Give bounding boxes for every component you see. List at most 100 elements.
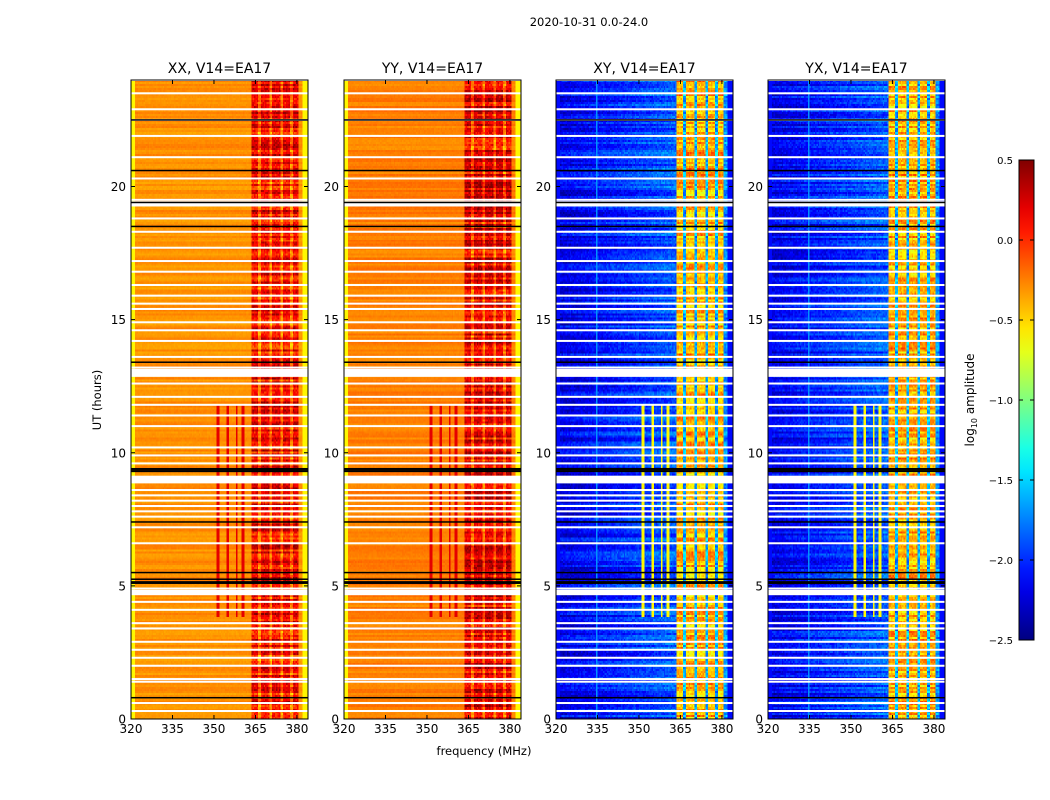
x-tick-label: 380 xyxy=(285,722,308,736)
colorbar-tick-label: 0.5 xyxy=(997,156,1013,167)
gap-row xyxy=(131,177,308,180)
flagged-row xyxy=(556,521,733,523)
flagged-row xyxy=(131,467,308,470)
gap-row xyxy=(131,664,308,667)
flagged-row xyxy=(556,582,733,584)
gap-row xyxy=(131,526,308,529)
gap-row xyxy=(768,246,945,249)
gap-row xyxy=(556,177,733,180)
x-tick-label: 335 xyxy=(161,722,184,736)
gap-row xyxy=(131,702,308,705)
gap-row xyxy=(556,246,733,249)
gap-row xyxy=(556,640,733,643)
flagged-row xyxy=(131,201,308,204)
flagged-row xyxy=(131,169,308,172)
gap-row xyxy=(768,217,945,220)
gap-row xyxy=(131,307,308,310)
gap-row xyxy=(131,608,308,611)
flagged-row xyxy=(344,696,521,699)
axes-frame xyxy=(130,79,309,720)
flagged-row xyxy=(131,119,308,121)
gap-row xyxy=(344,499,521,502)
gap-row xyxy=(344,270,521,273)
flagged-row xyxy=(768,696,945,699)
gap-row xyxy=(344,339,521,342)
gap-row xyxy=(131,680,308,683)
gap-row xyxy=(768,302,945,305)
gap-row xyxy=(768,177,945,180)
gap-row xyxy=(131,270,308,273)
gap-row xyxy=(556,664,733,667)
flagged-row xyxy=(556,361,733,363)
gap-block xyxy=(344,476,521,484)
gap-row xyxy=(344,608,521,611)
flagged-row xyxy=(768,361,945,363)
x-tick-label: 350 xyxy=(203,722,226,736)
panel-xy: XY, V14=EA17 320 335 350 365 380 0 5 10 15 20 xyxy=(536,61,734,736)
x-tick-label: 320 xyxy=(333,722,356,736)
flagged-row xyxy=(556,470,733,473)
gap-row xyxy=(768,294,945,297)
gap-row xyxy=(768,108,945,111)
gap-row xyxy=(768,307,945,310)
gap-row xyxy=(344,92,521,95)
gap-block xyxy=(344,589,521,596)
gap-row xyxy=(556,260,733,263)
flagged-row xyxy=(556,201,733,204)
gap-row xyxy=(344,680,521,683)
flagged-row xyxy=(768,169,945,172)
y-tick-label: 5 xyxy=(543,579,551,593)
y-tick-label: 0 xyxy=(331,713,339,727)
gap-row xyxy=(344,302,521,305)
gap-row xyxy=(768,395,945,398)
heatmap-image xyxy=(131,80,308,719)
gap-row xyxy=(556,542,733,545)
flagged-row xyxy=(131,696,308,699)
gap-row xyxy=(556,510,733,513)
gap-row xyxy=(131,284,308,287)
panel-title: XX, V14=EA17 xyxy=(168,61,271,77)
gap-row xyxy=(344,366,521,369)
x-tick-label: 335 xyxy=(586,722,609,736)
gap-row xyxy=(344,510,521,513)
gap-row xyxy=(556,656,733,659)
gap-row xyxy=(768,587,945,590)
gap-row xyxy=(556,92,733,95)
x-tick-label: 380 xyxy=(922,722,945,736)
flagged-row xyxy=(768,467,945,470)
gap-row xyxy=(556,302,733,305)
x-tick-label: 335 xyxy=(374,722,397,736)
gap-row xyxy=(131,355,308,358)
gap-row xyxy=(131,710,308,713)
gap-block xyxy=(131,368,308,377)
x-tick-label: 365 xyxy=(244,722,267,736)
y-tick-label: 10 xyxy=(748,446,763,460)
flagged-row xyxy=(131,581,308,583)
gap-row xyxy=(768,462,945,465)
gap-row xyxy=(344,329,521,332)
gap-row xyxy=(768,627,945,630)
flagged-row xyxy=(344,578,521,580)
gap-row xyxy=(344,395,521,398)
gap-row xyxy=(344,454,521,457)
gap-row xyxy=(131,454,308,457)
gap-row xyxy=(131,494,308,497)
gap-row xyxy=(131,640,308,643)
x-tick-label: 380 xyxy=(710,722,733,736)
colorbar-tick-label: −1.0 xyxy=(989,396,1013,407)
gap-block xyxy=(556,201,733,207)
gap-row xyxy=(131,678,308,681)
gap-block xyxy=(344,368,521,377)
gap-row xyxy=(768,678,945,681)
gap-row xyxy=(131,648,308,651)
gap-row xyxy=(344,505,521,507)
gap-row xyxy=(131,395,308,398)
gap-row xyxy=(768,425,945,428)
gap-row xyxy=(344,600,521,603)
flagged-row xyxy=(131,578,308,580)
x-tick-label: 320 xyxy=(545,722,568,736)
flagged-row xyxy=(131,225,308,228)
figure-suptitle: 2020-10-31 0.0-24.0 xyxy=(530,15,649,29)
gap-row xyxy=(131,499,308,502)
